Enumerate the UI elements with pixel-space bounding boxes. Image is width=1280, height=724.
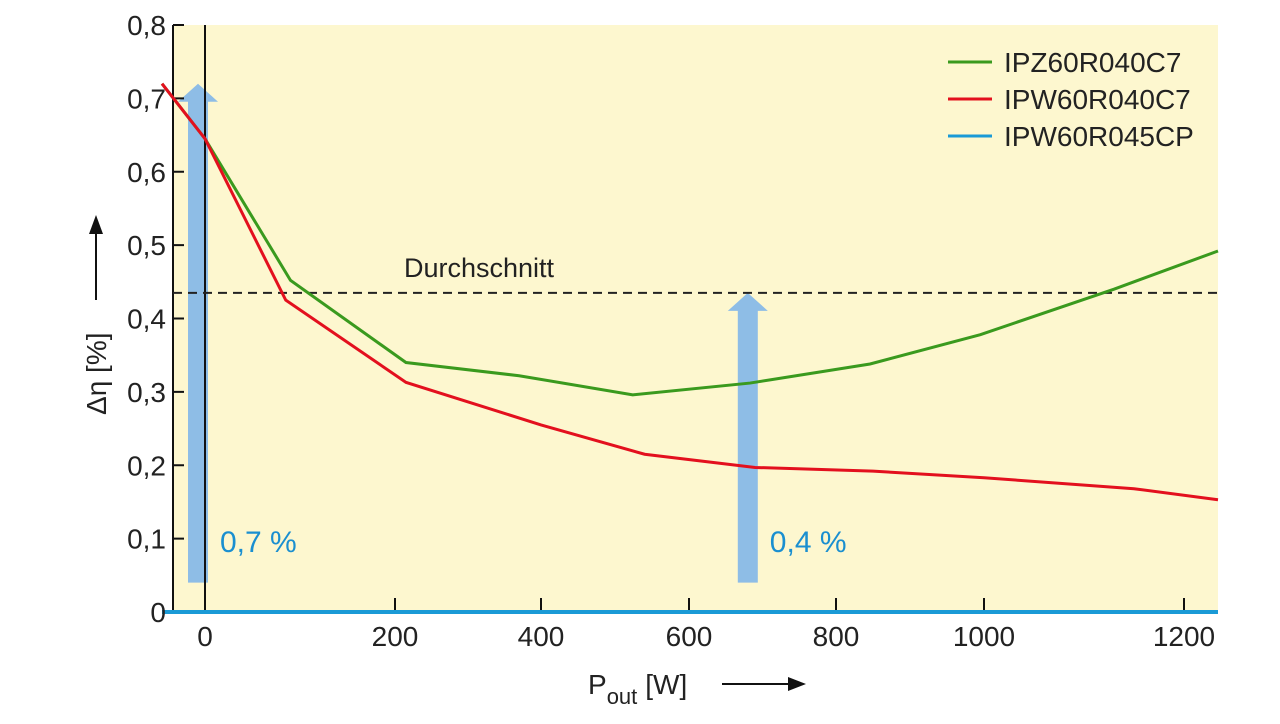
y-tick-label: 0,4 [127, 304, 166, 335]
y-tick-label: 0,3 [127, 377, 166, 408]
x-tick-label: 1000 [953, 621, 1015, 652]
y-tick-label: 0,2 [127, 450, 166, 481]
legend-label: IPW60R045CP [1004, 121, 1194, 152]
y-axis-arrow [89, 215, 103, 300]
series-line-IPW60R040C7 [160, 82, 1219, 502]
x-tick-label: 0 [197, 621, 213, 652]
annotation-arrow [178, 83, 218, 583]
y-tick-label: 0,8 [127, 10, 166, 41]
y-tick-label: 0,5 [127, 230, 166, 261]
average-label: Durchschnitt [404, 253, 555, 283]
x-tick-label: 200 [372, 621, 419, 652]
x-axis-label-sub: out [607, 684, 638, 709]
x-tick-label: 600 [666, 621, 713, 652]
x-axis-arrow [722, 677, 806, 691]
x-tick-label: 800 [813, 621, 860, 652]
series-line-IPZ60R040C7 [160, 82, 1219, 397]
x-tick-label: 1200 [1153, 621, 1215, 652]
y-tick-label: 0,6 [127, 157, 166, 188]
legend-label: IPW60R040C7 [1004, 84, 1191, 115]
annotation-arrow [727, 292, 768, 583]
annotation-label: 0,7 % [220, 526, 297, 559]
legend-label: IPZ60R040C7 [1004, 47, 1181, 78]
x-tick-label: 400 [518, 621, 565, 652]
y-tick-label: 0,7 [127, 83, 166, 114]
y-tick-label: 0 [150, 597, 166, 628]
y-axis-label: Δη [%] [81, 332, 112, 415]
y-tick-label: 0,1 [127, 524, 166, 555]
annotation-label: 0,4 % [770, 526, 847, 559]
plot-background [173, 25, 1218, 612]
legend: IPZ60R040C7 IPW60R040C7 IPW60R045CP [948, 47, 1194, 152]
x-axis-label: Pout [W] [588, 669, 687, 709]
